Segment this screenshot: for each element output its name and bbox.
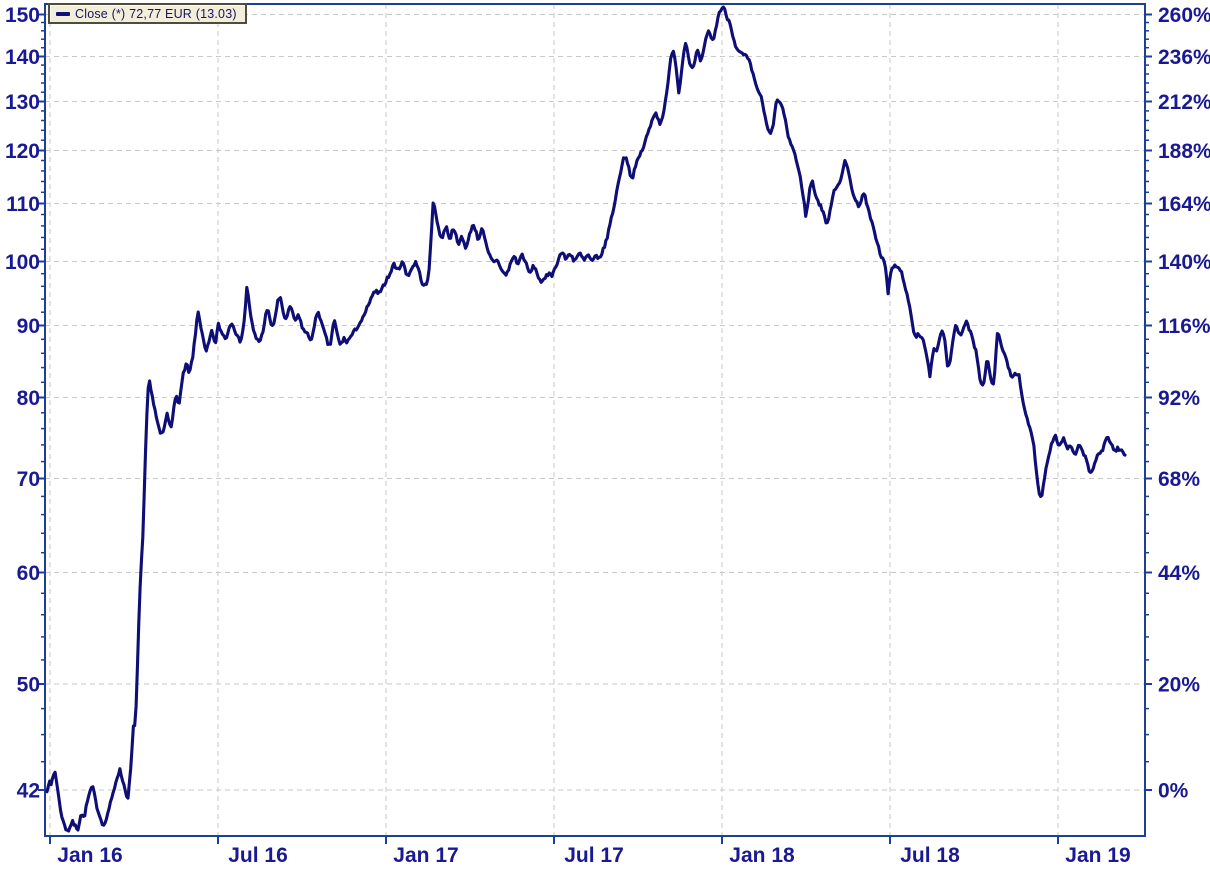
y-axis-right-tick-label: 188% [1158, 140, 1210, 163]
axis-ticks [38, 13, 1152, 844]
y-axis-right-tick-label: 260% [1158, 4, 1210, 27]
x-axis-tick-label: Jul 17 [564, 844, 624, 867]
y-axis-right-tick-label: 236% [1158, 46, 1210, 69]
x-axis-tick-label: Jan 19 [1065, 844, 1130, 867]
y-axis-right-tick-label: 140% [1158, 251, 1210, 274]
y-axis-left-tick-label: 80 [17, 387, 40, 410]
y-axis-left-tick-label: 90 [17, 315, 40, 338]
y-axis-left-tick-label: 110 [6, 193, 40, 216]
y-axis-right-tick-label: 212% [1158, 91, 1210, 114]
axis-labels: 150 140 130 120 110 100 90 80 70 60 50 42 260% 236% 21… [5, 4, 1210, 867]
plot-frame [44, 3, 1146, 837]
y-axis-right-tick-label: 164% [1158, 193, 1210, 216]
y-axis-left-tick-label: 130 [5, 91, 40, 114]
series-line-swatch-icon [56, 11, 70, 16]
x-axis-tick-label: Jan 17 [393, 844, 458, 867]
y-axis-right-tick-label: 92% [1158, 387, 1200, 410]
x-axis-tick-label: Jan 18 [729, 844, 795, 867]
legend-label: Close (*) 72,77 EUR (13.03) [75, 6, 237, 21]
x-axis-tick-label: Jan 16 [57, 844, 122, 867]
x-axis-tick-label: Jul 18 [900, 844, 960, 867]
y-axis-left-tick-label: 60 [17, 562, 40, 585]
close-price-line[interactable] [45, 5, 1127, 833]
y-axis-left-tick-label: 120 [5, 140, 40, 163]
y-axis-right-tick-label: 68% [1158, 468, 1200, 491]
x-axis-tick-label: Jul 16 [228, 844, 288, 867]
y-axis-right-tick-label: 0% [1158, 780, 1189, 803]
y-axis-right-tick-label: 116% [1158, 315, 1210, 338]
y-axis-right-tick-label: 44% [1158, 562, 1200, 585]
y-axis-right-tick-label: 20% [1158, 673, 1200, 696]
y-axis-left-tick-label: 150 [5, 4, 40, 27]
y-axis-left-tick-label: 70 [17, 468, 40, 491]
y-axis-left-tick-label: 100 [5, 251, 40, 274]
y-axis-left-tick-label: 140 [5, 46, 40, 69]
y-axis-left-tick-label: 42 [17, 780, 40, 803]
price-line-series [45, 5, 1127, 833]
grid-lines [45, 4, 1145, 836]
y-axis-left-tick-label: 50 [17, 673, 40, 696]
chart-legend[interactable]: Close (*) 72,77 EUR (13.03) [48, 3, 247, 24]
